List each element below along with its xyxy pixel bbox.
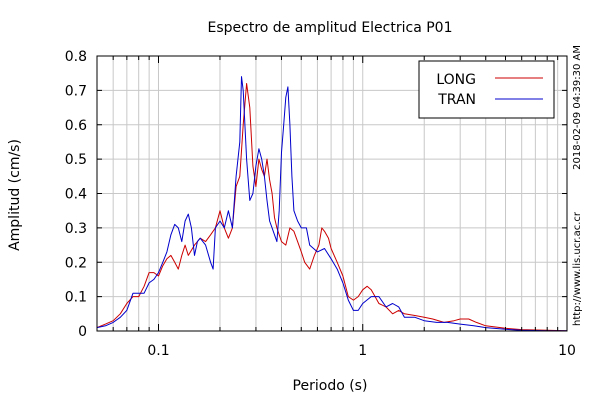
- legend-label-long: LONG: [436, 72, 476, 88]
- y-axis-label: Amplitud (cm/s): [7, 139, 23, 251]
- x-tick-label: 0.1: [147, 343, 169, 359]
- y-axis-ticks: 0 0.1 0.2 0.3 0.4 0.5 0.6 0.7 0.8: [65, 49, 567, 340]
- legend-box: [418, 60, 555, 119]
- y-tick-label: 0.7: [65, 83, 87, 99]
- chart-title: Espectro de amplitud Electrica P01: [208, 20, 453, 36]
- x-axis-ticks: 0.1 1 10: [96, 56, 576, 359]
- y-tick-label: 0.1: [65, 290, 87, 306]
- series-line-long: [96, 83, 568, 332]
- y-tick-label: 0.5: [65, 152, 87, 168]
- x-axis-label: Periodo (s): [293, 378, 368, 394]
- x-tick-label: 1: [358, 343, 367, 359]
- y-tick-label: 0.4: [65, 187, 87, 203]
- series-line-tran: [96, 76, 567, 332]
- y-tick-label: 0.8: [65, 49, 87, 65]
- y-tick-label: 0: [78, 324, 87, 340]
- y-tick-label: 0.6: [65, 118, 87, 134]
- legend: LONG TRAN: [418, 60, 555, 119]
- y-tick-label: 0.2: [65, 255, 87, 271]
- source-url-text: http://www.lis.ucr.ac.cr: [572, 211, 583, 326]
- x-tick-label: 10: [558, 343, 576, 359]
- timestamp-text: 2018-02-09 04:39:30 AM: [572, 45, 583, 170]
- legend-label-tran: TRAN: [437, 92, 476, 108]
- y-tick-label: 0.3: [65, 221, 87, 237]
- series-layer: [96, 76, 568, 332]
